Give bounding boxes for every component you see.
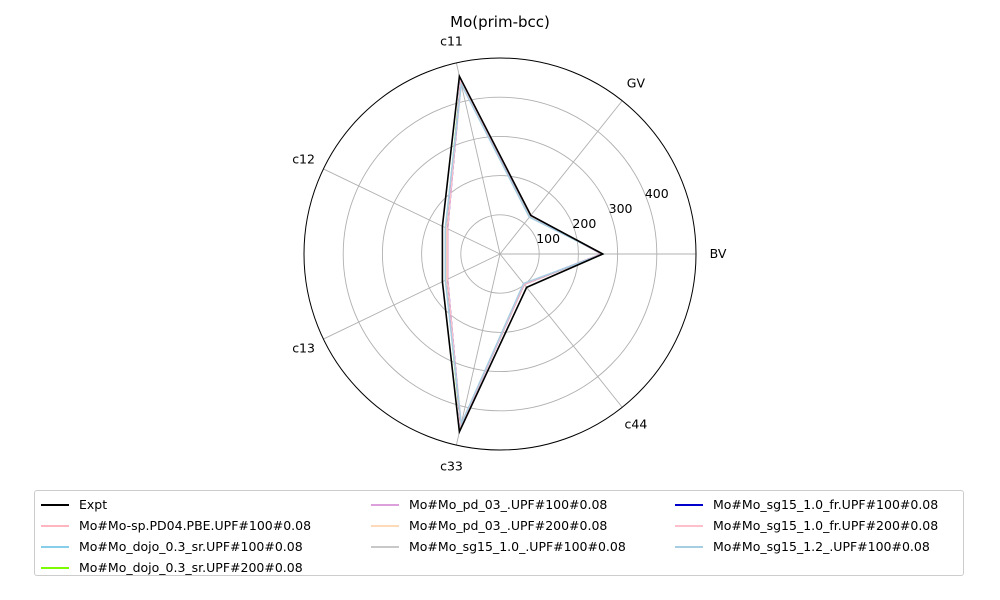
axis-label: c33 <box>440 459 463 474</box>
legend-label: Mo#Mo-sp.PD04.PBE.UPF#100#0.08 <box>79 518 312 533</box>
legend-label: Mo#Mo_pd_03_.UPF#100#0.08 <box>409 497 608 512</box>
axis-label: c12 <box>292 151 315 166</box>
legend-swatch <box>675 503 703 506</box>
radial-tick-label: 100 <box>536 231 560 246</box>
legend-item: Mo#Mo_dojo_0.3_sr.UPF#100#0.08 <box>35 536 311 557</box>
series-layer <box>441 73 605 435</box>
axis-spoke <box>323 168 501 255</box>
axis-spoke <box>499 253 623 408</box>
legend-label: Mo#Mo_sg15_1.2_.UPF#100#0.08 <box>713 539 930 554</box>
legend-column: Mo#Mo_sg15_1.0_fr.UPF#100#0.08 Mo#Mo_sg15… <box>669 494 938 557</box>
axis-spoke <box>499 100 623 255</box>
legend-swatch <box>371 524 399 527</box>
legend-column: Expt Mo#Mo-sp.PD04.PBE.UPF#100#0.08 Mo#Mo_… <box>35 494 311 578</box>
legend: Expt Mo#Mo-sp.PD04.PBE.UPF#100#0.08 Mo#Mo_… <box>34 490 964 576</box>
radial-tick-label: 400 <box>645 186 669 201</box>
series-line <box>441 73 605 435</box>
legend-label: Mo#Mo_dojo_0.3_sr.UPF#200#0.08 <box>79 560 303 575</box>
legend-item: Mo#Mo_pd_03_.UPF#200#0.08 <box>365 515 626 536</box>
axis-spoke <box>323 253 501 340</box>
legend-swatch <box>41 524 69 527</box>
axis-spoke <box>455 253 501 446</box>
axis-label: BV <box>710 246 727 261</box>
legend-item: Expt <box>35 494 311 515</box>
legend-label: Mo#Mo_sg15_1.0_fr.UPF#200#0.08 <box>713 518 939 533</box>
legend-swatch <box>41 566 69 569</box>
radar-chart: Mo(prim-bcc) 100 200 300 400 BV GV c11 c12 c13 c3… <box>292 13 727 474</box>
legend-label: Mo#Mo_sg15_1.0_.UPF#100#0.08 <box>409 539 626 554</box>
legend-swatch <box>41 503 69 506</box>
legend-label: Expt <box>79 497 108 512</box>
legend-label: Mo#Mo_sg15_1.0_fr.UPF#100#0.08 <box>713 497 939 512</box>
axis-label: GV <box>627 76 646 91</box>
legend-swatch <box>675 524 703 527</box>
label-layer: 100 200 300 400 BV GV c11 c12 c13 c33 c44 <box>292 33 727 473</box>
legend-swatch <box>41 545 69 548</box>
axis-label: c11 <box>440 33 463 48</box>
outer-frame <box>303 57 697 451</box>
legend-label: Mo#Mo_pd_03_.UPF#200#0.08 <box>409 518 608 533</box>
legend-item: Mo#Mo-sp.PD04.PBE.UPF#100#0.08 <box>35 515 311 536</box>
legend-swatch <box>371 545 399 548</box>
legend-column: Mo#Mo_pd_03_.UPF#100#0.08 Mo#Mo_pd_03_.UP… <box>365 494 626 557</box>
legend-item: Mo#Mo_dojo_0.3_sr.UPF#200#0.08 <box>35 557 311 578</box>
axis-label: c44 <box>625 416 648 431</box>
legend-swatch <box>675 545 703 548</box>
axis-spoke <box>455 62 501 255</box>
radial-tick-label: 300 <box>609 201 633 216</box>
legend-label: Mo#Mo_dojo_0.3_sr.UPF#100#0.08 <box>79 539 303 554</box>
legend-item: Mo#Mo_sg15_1.2_.UPF#100#0.08 <box>669 536 938 557</box>
series-line <box>444 81 605 427</box>
chart-title: Mo(prim-bcc) <box>450 13 550 31</box>
radial-tick-label: 200 <box>572 216 596 231</box>
axis-label: c13 <box>292 341 315 356</box>
legend-item: Mo#Mo_sg15_1.0_fr.UPF#100#0.08 <box>669 494 938 515</box>
legend-item: Mo#Mo_sg15_1.0_.UPF#100#0.08 <box>365 536 626 557</box>
grid-layer <box>303 57 697 451</box>
legend-swatch <box>371 503 399 506</box>
legend-item: Mo#Mo_sg15_1.0_fr.UPF#200#0.08 <box>669 515 938 536</box>
legend-item: Mo#Mo_pd_03_.UPF#100#0.08 <box>365 494 626 515</box>
